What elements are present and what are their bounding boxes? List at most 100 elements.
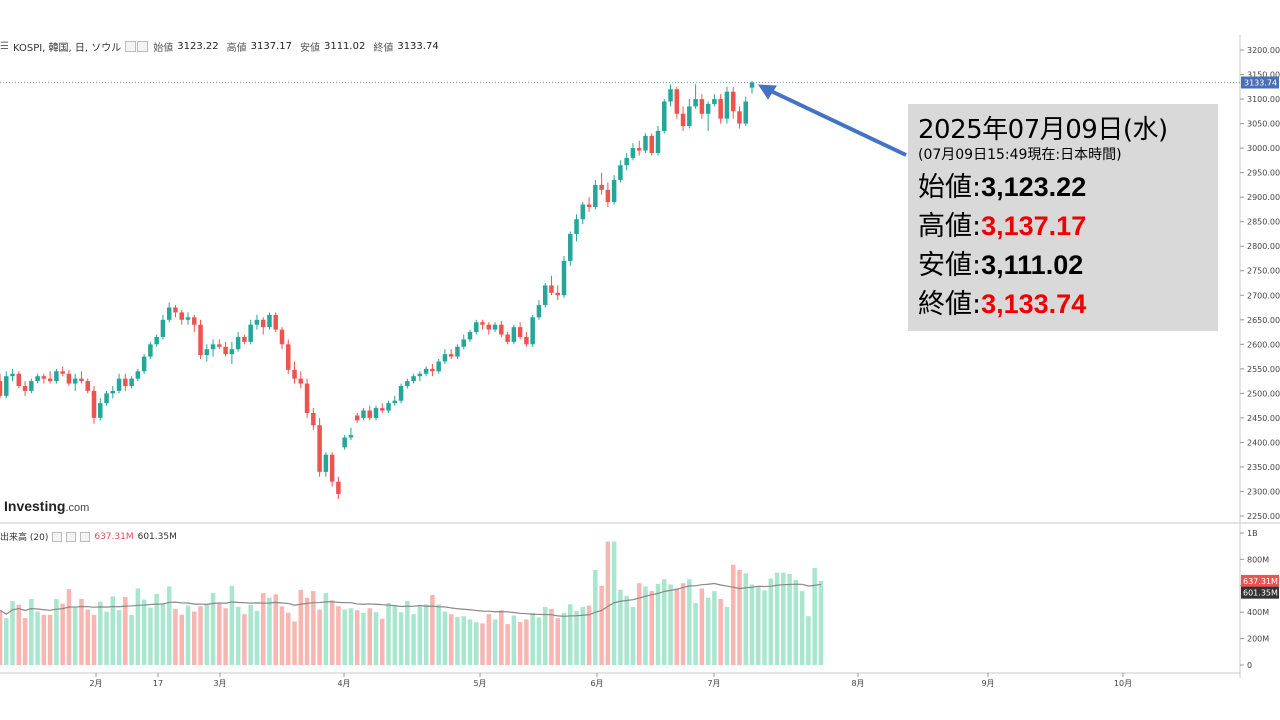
volume-bar xyxy=(448,614,454,665)
volume-bar xyxy=(536,617,542,665)
candle-body xyxy=(260,319,266,328)
candle-body xyxy=(317,425,322,472)
candle-body xyxy=(380,408,385,411)
close-value: 3133.74 xyxy=(397,40,439,52)
candle-body xyxy=(467,332,473,340)
candle-body xyxy=(455,346,460,357)
volume-bar xyxy=(380,618,385,665)
logo-suffix: .com xyxy=(65,502,90,514)
price-tick-label: 2950.00 xyxy=(1247,169,1280,178)
volume-label[interactable]: 出来高 (20) xyxy=(0,533,49,543)
symbol-title[interactable]: KOSPI, 韓国, 日, ソウル xyxy=(12,42,122,54)
time-tick-label: 8月 xyxy=(851,679,864,688)
candle-body xyxy=(85,381,90,391)
volume-bar xyxy=(361,612,366,665)
candle-body xyxy=(392,400,398,404)
high-value: 3137.17 xyxy=(250,40,292,52)
volume-bar xyxy=(336,606,341,665)
volume-bar xyxy=(455,616,460,665)
settings-icon[interactable] xyxy=(137,40,149,52)
volume-bar xyxy=(405,600,410,665)
volume-bar xyxy=(737,569,742,665)
candle-body xyxy=(292,369,297,379)
time-axis[interactable]: 2月 17 3月 4月 5月 6月 7月 8月 9月 10月 xyxy=(89,673,1132,688)
volume-tick-label: 200M xyxy=(1247,635,1269,644)
settings-icon[interactable] xyxy=(66,531,77,542)
candle-body xyxy=(712,99,717,104)
candle-body xyxy=(273,314,278,330)
volume-bar xyxy=(812,567,817,665)
candle-body xyxy=(348,435,354,438)
volume-bar xyxy=(630,606,636,665)
candle-body xyxy=(586,204,592,207)
volume-bar xyxy=(267,597,272,665)
volume-bar xyxy=(323,593,329,665)
menu-icon[interactable]: ☰ xyxy=(0,40,9,52)
candle-body xyxy=(730,91,736,112)
candle-body xyxy=(116,378,122,391)
volume-bar xyxy=(192,611,197,665)
volume-bar xyxy=(542,606,548,665)
price-tick-label: 2500.00 xyxy=(1247,389,1280,398)
candle-body xyxy=(705,103,711,114)
volume-bar xyxy=(580,606,586,665)
info-value: 3,133.74 xyxy=(981,289,1087,319)
candle-body xyxy=(724,91,730,119)
volume-bar xyxy=(423,604,429,665)
volume-bar xyxy=(618,589,623,665)
price-tick-label: 2300.00 xyxy=(1247,487,1280,496)
volume-bar xyxy=(480,623,485,665)
volume-bar xyxy=(668,584,673,665)
header-controls[interactable] xyxy=(125,40,149,52)
price-axis[interactable]: 3200.00 3150.00 3100.00 3050.00 3000.00 2950.… xyxy=(1240,46,1280,521)
volume-bar xyxy=(705,597,711,665)
close-icon[interactable] xyxy=(80,531,91,542)
volume-bar xyxy=(699,588,705,665)
candle-body xyxy=(35,376,40,382)
volume-bar xyxy=(781,572,786,665)
volume-bar xyxy=(430,595,435,665)
volume-bar xyxy=(373,612,379,665)
candle-body xyxy=(248,324,253,342)
candle-body xyxy=(16,373,22,387)
visibility-toggle-icon[interactable] xyxy=(52,531,63,542)
candle-body xyxy=(223,346,228,355)
volume-axis[interactable]: 1B800M600M400M200M0 xyxy=(1240,529,1269,670)
volume-ma-value: 601.35M xyxy=(137,531,177,542)
candle-body xyxy=(436,361,441,372)
chart-frame xyxy=(0,35,1280,678)
candle-body xyxy=(398,386,404,401)
volume-bar xyxy=(649,591,654,665)
volume-bar xyxy=(98,601,103,665)
volume-value: 637.31M xyxy=(94,531,134,542)
candle-body xyxy=(91,390,97,418)
candle-body xyxy=(192,317,197,325)
candle-body xyxy=(154,336,159,345)
candle-body xyxy=(442,354,448,362)
volume-bar xyxy=(129,614,134,665)
candle-body xyxy=(160,319,166,337)
candle-body xyxy=(649,135,654,154)
candle-body xyxy=(630,148,636,158)
candle-body xyxy=(474,322,479,333)
price-tick-label: 3200.00 xyxy=(1247,46,1280,55)
candle-body xyxy=(643,135,648,151)
candle-body xyxy=(605,189,611,203)
time-tick-label: 5月 xyxy=(473,679,486,688)
candle-body xyxy=(580,204,586,220)
visibility-toggle-icon[interactable] xyxy=(125,40,137,52)
candle-body xyxy=(98,403,103,418)
price-info-box: 2025年07月09日(水) (07月09日15:49現在:日本時間) 始値:3… xyxy=(908,104,1218,331)
candle-body xyxy=(461,339,466,347)
candle-body xyxy=(0,381,3,396)
volume-bar xyxy=(674,588,680,665)
volume-tick-label: 800M xyxy=(1247,555,1269,564)
volume-bar xyxy=(756,586,761,665)
candle-body xyxy=(66,373,72,384)
volume-bar xyxy=(10,600,15,665)
volume-ma-text: 601.35M xyxy=(1243,589,1278,598)
volume-bar xyxy=(799,591,805,665)
volume-bar xyxy=(568,604,573,665)
volume-bar xyxy=(655,583,661,665)
